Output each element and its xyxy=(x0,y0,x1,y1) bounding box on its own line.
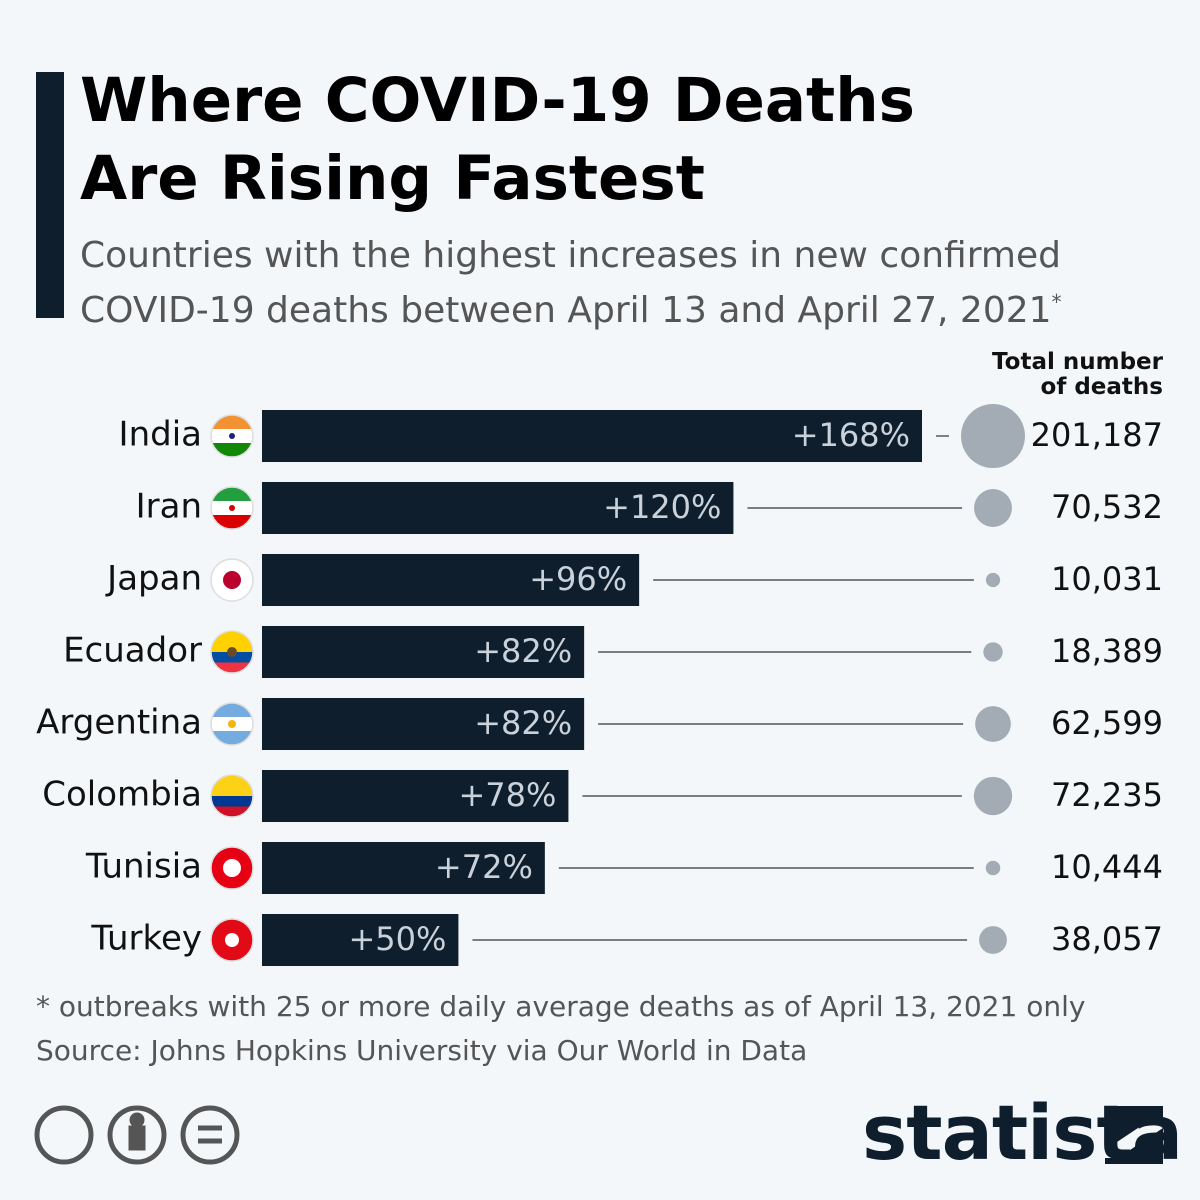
flag-stripe xyxy=(211,652,253,663)
flag-emblem xyxy=(228,720,236,728)
flag xyxy=(211,919,253,961)
category-label: Turkey xyxy=(90,919,202,959)
flag-border xyxy=(210,774,254,818)
subtitle-note: * xyxy=(1051,290,1062,314)
flag-border xyxy=(210,486,254,530)
category-label: Ecuador xyxy=(63,631,202,671)
bar xyxy=(262,554,640,606)
flag xyxy=(211,559,253,601)
flag xyxy=(211,631,253,673)
bubble xyxy=(985,572,1001,588)
total-label: 38,057 xyxy=(1051,920,1163,958)
flag-emblem xyxy=(229,505,235,511)
flag-border xyxy=(210,414,254,458)
bar-label: +168% xyxy=(792,416,910,454)
bar-label: +78% xyxy=(458,776,556,814)
source: Source: Johns Hopkins University via Our… xyxy=(36,1034,808,1067)
license-icons xyxy=(34,1105,240,1165)
flag-emblem xyxy=(223,571,241,589)
flag-stripe xyxy=(211,785,253,797)
bar-label: +82% xyxy=(474,632,572,670)
flag-border xyxy=(210,630,254,674)
flag-border xyxy=(210,846,254,890)
flag-stripe xyxy=(211,806,253,817)
total-label: 201,187 xyxy=(1031,416,1163,454)
bar xyxy=(262,914,459,966)
bubble xyxy=(979,926,1007,954)
total-label: 72,235 xyxy=(1051,776,1163,814)
chart-subtitle: Countries with the highest increases in … xyxy=(80,232,1090,334)
flag-stripe xyxy=(211,662,253,673)
category-label: Japan xyxy=(105,559,202,599)
totals-header: Total number of deaths xyxy=(992,349,1163,400)
flag-border xyxy=(210,702,254,746)
flag-stripe xyxy=(211,796,253,807)
bar-label: +72% xyxy=(435,848,533,886)
flag xyxy=(211,847,253,889)
bar-label: +120% xyxy=(603,488,721,526)
flag-stripe xyxy=(211,775,253,786)
flag xyxy=(211,775,253,817)
flag-stripe xyxy=(211,415,253,430)
total-label: 62,599 xyxy=(1051,704,1163,742)
bubble xyxy=(975,706,1011,742)
bar xyxy=(262,698,585,750)
bubble xyxy=(983,642,1003,662)
total-label: 70,532 xyxy=(1051,488,1163,526)
bar xyxy=(262,842,545,894)
flag-emblem xyxy=(227,647,237,657)
flag-stripe xyxy=(211,487,253,502)
category-label: Iran xyxy=(136,487,202,527)
category-label: Colombia xyxy=(42,775,202,815)
flag-emblem xyxy=(223,859,241,877)
flag-stripe xyxy=(211,631,253,642)
brand-icon xyxy=(1105,1106,1163,1164)
bar-label: +96% xyxy=(529,560,627,598)
bar xyxy=(262,482,734,534)
footnote: * outbreaks with 25 or more daily averag… xyxy=(36,990,1086,1023)
flag-border xyxy=(210,558,254,602)
bar xyxy=(262,626,585,678)
chart-title: Where COVID-19 Deaths Are Rising Fastest xyxy=(80,65,915,214)
bubble xyxy=(985,860,1001,876)
bar xyxy=(262,770,569,822)
subtitle-text: Countries with the highest increases in … xyxy=(80,235,1061,331)
bubble xyxy=(973,776,1013,816)
category-label: Tunisia xyxy=(85,847,202,887)
total-label: 10,444 xyxy=(1051,848,1163,886)
flag-emblem xyxy=(229,433,235,439)
bar xyxy=(262,410,922,462)
total-label: 10,031 xyxy=(1051,560,1163,598)
bubble xyxy=(961,404,1025,468)
flag-border xyxy=(210,918,254,962)
total-label: 18,389 xyxy=(1051,632,1163,670)
category-label: India xyxy=(119,415,202,455)
bubble xyxy=(974,489,1012,527)
bar-label: +50% xyxy=(348,920,446,958)
category-label: Argentina xyxy=(36,703,202,743)
flag-emblem xyxy=(225,933,239,947)
bar-label: +82% xyxy=(474,704,572,742)
flag-stripe xyxy=(211,703,253,718)
title-accent xyxy=(36,72,64,318)
brand: statista xyxy=(862,1088,1183,1177)
